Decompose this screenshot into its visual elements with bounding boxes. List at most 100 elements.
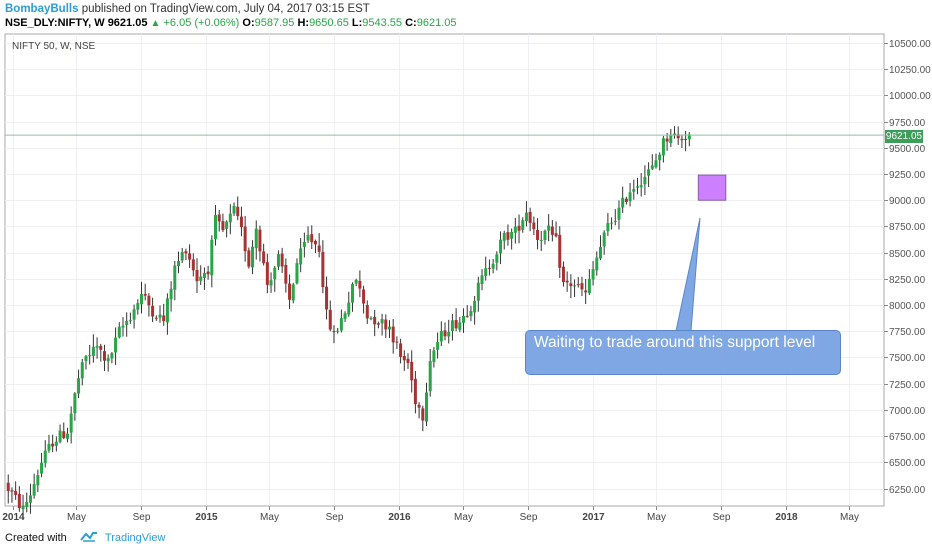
y-tick-label: 7750.00 (889, 327, 926, 338)
plot-frame (4, 33, 885, 507)
candle-up (669, 135, 673, 144)
candle-up (54, 441, 58, 446)
y-tick-label: 9000.00 (889, 196, 926, 207)
candle-down (680, 138, 684, 141)
candle-down (399, 343, 403, 357)
candle-down (417, 404, 421, 408)
candle-up (606, 223, 610, 232)
open-value: 9587.95 (254, 17, 295, 29)
x-tick-label: May (67, 512, 86, 523)
y-tick-label: 10500.00 (889, 39, 931, 50)
x-tick-label: May (454, 512, 473, 523)
candle-up (32, 484, 36, 496)
candle-up (210, 239, 214, 276)
candle-up (254, 228, 258, 249)
tradingview-logo-icon (80, 531, 98, 545)
price-change: +6.05 (+0.06%) (163, 17, 240, 29)
candle-down (376, 323, 380, 325)
candle-up (469, 311, 473, 317)
candle-down (221, 221, 225, 231)
author-link[interactable]: BombayBulls (5, 3, 79, 15)
candle-down (362, 289, 366, 304)
y-tick-label: 10000.00 (889, 91, 931, 102)
candle-up (354, 279, 358, 284)
candle-down (576, 284, 580, 286)
candle-up (199, 276, 203, 281)
candle-down (624, 198, 628, 202)
candle-down (373, 316, 377, 325)
published-text: published on TradingView.com, July 04, 2… (81, 3, 370, 15)
candle-down (406, 358, 410, 363)
candle-up (387, 326, 391, 330)
low-label: L: (351, 17, 363, 29)
candle-up (169, 288, 173, 300)
candle-up (114, 337, 118, 353)
footer: Created with TradingView (5, 531, 165, 545)
candle-down (62, 431, 66, 439)
candle-up (524, 212, 528, 222)
candle-down (391, 326, 395, 343)
y-tick-label: 7250.00 (889, 380, 926, 391)
candle-down (550, 226, 554, 235)
candle-down (191, 259, 195, 271)
candle-down (188, 253, 192, 260)
candle-down (325, 286, 329, 310)
candle-down (402, 355, 406, 361)
candle-up (73, 393, 77, 414)
tradingview-brand[interactable]: TradingView (104, 531, 166, 544)
last-price: 9621.05 (107, 17, 148, 29)
candle-up (658, 154, 662, 161)
candle-down (154, 317, 158, 319)
y-tick-label: 9750.00 (889, 118, 926, 129)
candle-up (232, 205, 236, 214)
candle-up (21, 505, 25, 510)
candle-down (328, 309, 332, 330)
candle-up (25, 501, 29, 508)
candle-down (10, 490, 14, 492)
candle-down (565, 280, 569, 283)
candle-up (510, 232, 514, 239)
candle-up (602, 232, 606, 247)
candle-up (521, 220, 525, 230)
candle-up (369, 318, 373, 320)
candle-down (195, 270, 199, 282)
candle-down (410, 361, 414, 381)
y-tick-label: 9500.00 (889, 144, 926, 155)
candle-down (243, 226, 247, 252)
candle-up (450, 320, 454, 331)
candle-up (302, 241, 306, 247)
candle-up (673, 133, 677, 136)
candle-up (587, 278, 591, 294)
annotation-callout[interactable]: Waiting to trade around this support lev… (525, 330, 841, 375)
candle-up (499, 239, 503, 254)
candle-up (628, 192, 632, 202)
candle-down (413, 378, 417, 405)
candle-down (51, 443, 55, 447)
candle-up (439, 331, 443, 342)
candle-up (276, 254, 280, 267)
candle-down (102, 351, 106, 361)
ohlc-legend: NSE_DLY:NIFTY, W 9621.05 ▲ +6.05 (+0.06%… (5, 17, 456, 29)
candle-up (513, 226, 517, 233)
candle-down (358, 280, 362, 289)
candle-up (88, 355, 92, 357)
candle-up (462, 315, 466, 323)
x-tick-label: Sep (133, 512, 151, 523)
candle-up (299, 248, 303, 265)
candle-down (532, 222, 536, 230)
candle-up (573, 285, 577, 287)
candle-up (69, 413, 73, 433)
candle-up (306, 235, 310, 241)
candle-down (332, 331, 336, 333)
candle-down (421, 408, 425, 421)
candle-down (284, 264, 288, 284)
candle-up (476, 282, 480, 301)
candle-up (591, 269, 595, 280)
candle-down (236, 206, 240, 217)
candle-up (106, 358, 110, 362)
candle-up (202, 273, 206, 279)
candle-up (380, 318, 384, 324)
candle-up (543, 230, 547, 240)
